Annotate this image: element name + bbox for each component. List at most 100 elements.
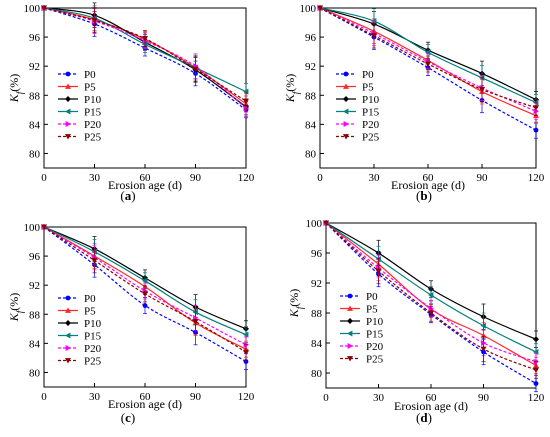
legend-label-p15-d: P15 <box>366 329 384 341</box>
legend-marker-p0-c <box>65 295 71 301</box>
legend-marker-p5-a <box>65 83 71 89</box>
data-point-p15-d <box>480 322 486 329</box>
x-tick-label-a: 60 <box>140 172 152 184</box>
legend-marker-p25-d <box>347 356 353 362</box>
y-tick-label-a: 84 <box>29 119 41 131</box>
x-tick-label-b: 60 <box>423 172 435 184</box>
data-point-p25-a <box>192 66 199 73</box>
panel-b: 0 30 60 90 120 80 84 88 92 96 100 Erosion age (d) Kf… <box>283 3 545 203</box>
y-tick-label-c: 92 <box>29 280 40 292</box>
panel-label-a: (a) <box>120 188 135 203</box>
legend-marker-p0-d <box>347 293 353 299</box>
x-tick-label-a: 120 <box>238 172 255 184</box>
data-point-p25-b <box>371 33 377 39</box>
data-point-p25-d <box>533 367 539 373</box>
data-point-p25-b <box>479 87 485 93</box>
x-tick-label-b: 0 <box>317 172 323 184</box>
legend-label-p25-a: P25 <box>84 132 102 144</box>
legend-marker-p15-c <box>65 332 71 339</box>
x-axis-label-c: Erosion age (d) <box>108 397 182 411</box>
series-line-p10-a <box>43 7 247 108</box>
panel-label-c: (c) <box>121 410 135 425</box>
x-tick-label-c: 0 <box>41 391 47 403</box>
legend-label-p15-a: P15 <box>84 107 102 119</box>
legend-label-p5-b: P5 <box>362 82 374 94</box>
legend-label-p25-d: P25 <box>366 354 384 366</box>
data-point-p25-d <box>428 310 434 316</box>
y-axis-label-a: Kf(%) <box>7 74 25 104</box>
legend-label-p5-a: P5 <box>84 82 96 94</box>
y-tick-label-c: 80 <box>29 367 41 379</box>
panel-a: 0 30 60 90 120 80 84 88 92 96 100 Erosion age (d) Kf… <box>7 2 255 203</box>
y-tick-label-a: 92 <box>29 61 40 73</box>
x-axis-label-a: Erosion age (d) <box>108 178 182 192</box>
y-tick-label-b: 88 <box>305 90 317 102</box>
y-tick-label-d: 84 <box>311 338 323 350</box>
x-tick-label-b: 90 <box>477 172 489 184</box>
panel-label-d: (d) <box>416 410 432 425</box>
y-tick-label-b: 92 <box>305 61 316 73</box>
legend-label-p5-d: P5 <box>366 304 378 316</box>
legend-marker-p5-c <box>65 307 71 313</box>
legend-marker-p15-d <box>347 330 353 337</box>
x-tick-label-c: 120 <box>238 391 255 403</box>
y-tick-label-c: 88 <box>29 309 41 321</box>
y-tick-label-a: 96 <box>29 32 41 44</box>
x-tick-label-d: 90 <box>478 392 490 404</box>
data-point-p25-c <box>41 224 47 230</box>
data-point-p0-c <box>142 303 148 308</box>
legend-label-p20-a: P20 <box>84 119 102 131</box>
y-tick-label-d: 100 <box>306 218 323 230</box>
data-point-p25-b <box>533 105 539 111</box>
legend-label-p10-c: P10 <box>84 318 102 330</box>
x-axis-label-d: Erosion age (d) <box>394 399 468 413</box>
x-tick-label-d: 60 <box>426 392 438 404</box>
legend-marker-p10-b <box>343 96 349 102</box>
data-point-p25-a <box>142 36 148 42</box>
data-point-p25-b <box>425 61 431 67</box>
legend-marker-p25-a <box>65 134 71 140</box>
y-tick-label-c: 96 <box>29 251 41 263</box>
x-axis-label-b: Erosion age (d) <box>391 178 465 192</box>
x-tick-label-a: 0 <box>41 172 47 184</box>
data-point-p25-a <box>41 5 47 11</box>
legend-marker-p10-d <box>347 318 353 324</box>
legend-marker-p20-a <box>65 121 71 127</box>
x-tick-label-c: 60 <box>140 391 152 403</box>
panel-c: 0 30 60 90 120 80 84 88 92 96 100 Erosion age (d) Kf… <box>7 222 255 425</box>
data-point-p25-b <box>317 5 323 11</box>
legend-marker-p25-b <box>343 134 349 140</box>
x-tick-label-d: 30 <box>373 392 385 404</box>
y-axis-label-b: Kf(%) <box>283 74 301 104</box>
y-tick-label-d: 96 <box>311 248 323 260</box>
series-line-p20-a <box>43 7 247 109</box>
legend-marker-p20-d <box>347 343 353 349</box>
series-line-p25-d <box>325 222 537 371</box>
x-tick-label-c: 30 <box>89 391 101 403</box>
x-tick-label-b: 30 <box>369 172 381 184</box>
legend-marker-p15-a <box>65 108 71 115</box>
legend-label-p0-d: P0 <box>366 291 378 303</box>
series-line-p0-a <box>43 7 247 111</box>
legend-label-p20-d: P20 <box>366 341 384 353</box>
legend-marker-p15-b <box>343 108 349 115</box>
y-tick-label-c: 84 <box>29 338 41 350</box>
y-tick-label-b: 84 <box>305 119 317 131</box>
series-line-p20-c <box>43 226 247 346</box>
y-tick-label-d: 88 <box>311 308 323 320</box>
panel-d: 0 30 60 90 120 80 84 88 92 96 100 Erosion age (d) Kf… <box>287 218 545 425</box>
data-point-p25-c <box>91 258 98 264</box>
legend-marker-p10-c <box>65 320 71 326</box>
data-point-p15-d <box>428 292 434 298</box>
y-axis-label-d: Kf(%) <box>287 289 305 319</box>
legend-label-p20-c: P20 <box>84 343 102 355</box>
x-tick-label-a: 30 <box>89 172 101 184</box>
legend-marker-p10-a <box>65 96 71 102</box>
legend-label-p10-d: P10 <box>366 316 384 328</box>
legend-marker-p0-a <box>65 71 71 77</box>
legend-marker-p20-c <box>65 345 71 351</box>
